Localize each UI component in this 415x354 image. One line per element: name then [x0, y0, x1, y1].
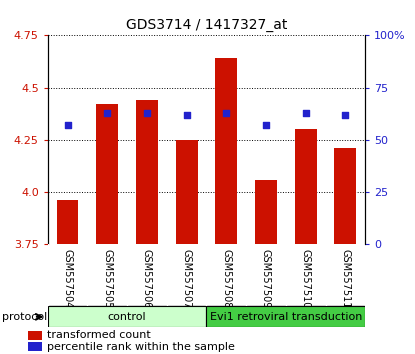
Title: GDS3714 / 1417327_at: GDS3714 / 1417327_at: [126, 18, 287, 32]
Point: [183, 112, 190, 118]
Point: [64, 122, 71, 128]
Text: percentile rank within the sample: percentile rank within the sample: [47, 342, 235, 352]
Text: Evi1 retroviral transduction: Evi1 retroviral transduction: [210, 312, 362, 322]
Bar: [28, 331, 42, 339]
Text: GSM557510: GSM557510: [301, 249, 311, 309]
Text: control: control: [108, 312, 146, 322]
Bar: [255, 179, 277, 244]
Text: GSM557509: GSM557509: [261, 249, 271, 309]
Bar: [295, 130, 317, 244]
Bar: [48, 306, 207, 327]
Bar: [176, 140, 198, 244]
Point: [342, 112, 349, 118]
Bar: [136, 100, 158, 244]
Text: transformed count: transformed count: [47, 330, 151, 340]
Bar: [207, 306, 365, 327]
Point: [144, 110, 150, 115]
Text: GSM557505: GSM557505: [102, 249, 112, 309]
Bar: [57, 200, 78, 244]
Text: GSM557506: GSM557506: [142, 249, 152, 309]
Bar: [28, 342, 42, 351]
Text: GSM557507: GSM557507: [182, 249, 192, 309]
Text: GSM557504: GSM557504: [63, 249, 73, 309]
Point: [263, 122, 269, 128]
Point: [104, 110, 110, 115]
Text: protocol: protocol: [2, 312, 47, 322]
Bar: [96, 104, 118, 244]
Text: GSM557511: GSM557511: [340, 249, 350, 309]
Text: GSM557508: GSM557508: [221, 249, 231, 309]
Bar: [334, 148, 356, 244]
Bar: [215, 58, 237, 244]
Point: [303, 110, 309, 115]
Point: [223, 110, 229, 115]
